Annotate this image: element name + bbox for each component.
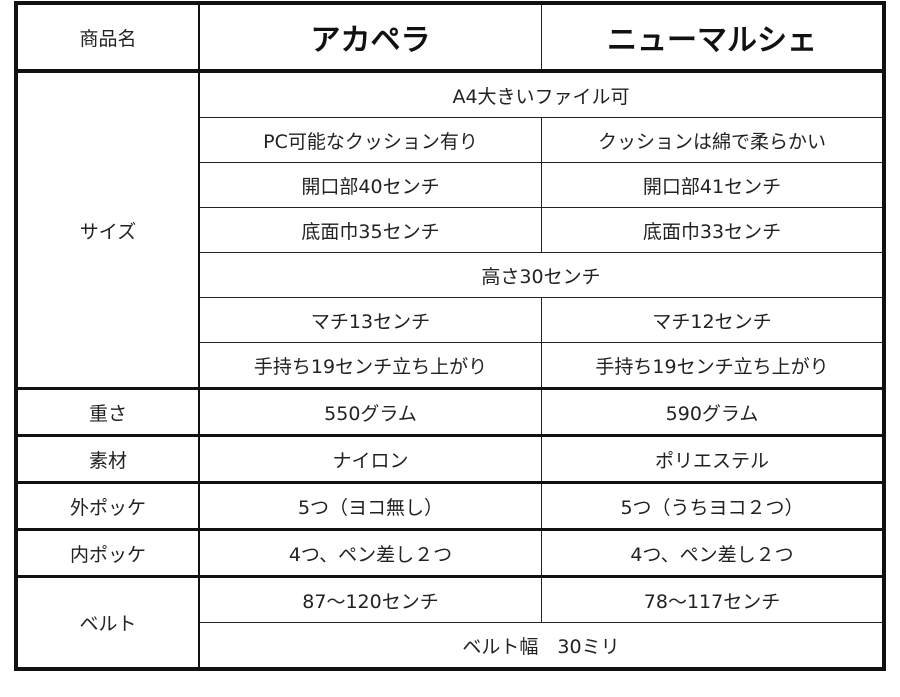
- inner-pocket-b: 4つ、ペン差し２つ: [541, 528, 885, 577]
- outer-pocket-label: 外ポッケ: [15, 481, 200, 530]
- belt-b: 78〜117センチ: [541, 575, 885, 623]
- size-b: 手持ち19センチ立ち上がり: [541, 342, 885, 389]
- product-b-name: ニューマルシェ: [541, 2, 885, 73]
- size-row: マチ13センチ マチ12センチ: [16, 297, 885, 343]
- belt-row: ベルト幅 30ミリ: [16, 622, 885, 670]
- size-shared: 高さ30センチ: [198, 252, 885, 298]
- comparison-table: 商品名 アカペラ ニューマルシェ サイズ A4大きいファイル可 PC可能なクッシ…: [14, 1, 886, 671]
- size-label: サイズ: [15, 70, 200, 389]
- header-row: 商品名 アカペラ ニューマルシェ: [15, 2, 885, 73]
- outer-pocket-b: 5つ（うちヨコ２つ）: [541, 481, 885, 530]
- header-label: 商品名: [15, 2, 200, 73]
- material-b: ポリエステル: [541, 434, 885, 483]
- belt-label: ベルト: [15, 575, 200, 670]
- size-row: 開口部40センチ 開口部41センチ: [16, 162, 885, 208]
- size-a: PC可能なクッション有り: [198, 117, 542, 163]
- size-b: マチ12センチ: [541, 297, 885, 343]
- weight-b: 590グラム: [541, 387, 885, 436]
- material-label: 素材: [15, 434, 200, 483]
- size-b: 開口部41センチ: [541, 162, 885, 208]
- material-row: 素材 ナイロン ポリエステル: [15, 434, 885, 483]
- size-shared: A4大きいファイル可: [198, 70, 885, 118]
- size-a: マチ13センチ: [198, 297, 542, 343]
- weight-a: 550グラム: [198, 387, 542, 436]
- size-a: 開口部40センチ: [198, 162, 542, 208]
- size-row: 高さ30センチ: [16, 252, 885, 298]
- inner-pocket-label: 内ポッケ: [15, 528, 200, 577]
- belt-a: 87〜120センチ: [198, 575, 542, 623]
- product-a-name: アカペラ: [198, 2, 542, 73]
- belt-row: ベルト 87〜120センチ 78〜117センチ: [15, 575, 885, 670]
- size-row: サイズ A4大きいファイル可: [15, 70, 885, 389]
- size-a: 手持ち19センチ立ち上がり: [198, 342, 542, 389]
- size-b: 底面巾33センチ: [541, 207, 885, 253]
- weight-row: 重さ 550グラム 590グラム: [15, 387, 885, 436]
- material-a: ナイロン: [198, 434, 542, 483]
- inner-pocket-row: 内ポッケ 4つ、ペン差し２つ 4つ、ペン差し２つ: [15, 528, 885, 577]
- weight-label: 重さ: [15, 387, 200, 436]
- outer-pocket-row: 外ポッケ 5つ（ヨコ無し） 5つ（うちヨコ２つ）: [15, 481, 885, 530]
- belt-shared: ベルト幅 30ミリ: [198, 622, 885, 670]
- size-row: 底面巾35センチ 底面巾33センチ: [16, 207, 885, 253]
- size-row: PC可能なクッション有り クッションは綿で柔らかい: [16, 117, 885, 163]
- size-b: クッションは綿で柔らかい: [541, 117, 885, 163]
- size-a: 底面巾35センチ: [198, 207, 542, 253]
- size-row: 手持ち19センチ立ち上がり 手持ち19センチ立ち上がり: [16, 342, 885, 389]
- outer-pocket-a: 5つ（ヨコ無し）: [198, 481, 542, 530]
- inner-pocket-a: 4つ、ペン差し２つ: [198, 528, 542, 577]
